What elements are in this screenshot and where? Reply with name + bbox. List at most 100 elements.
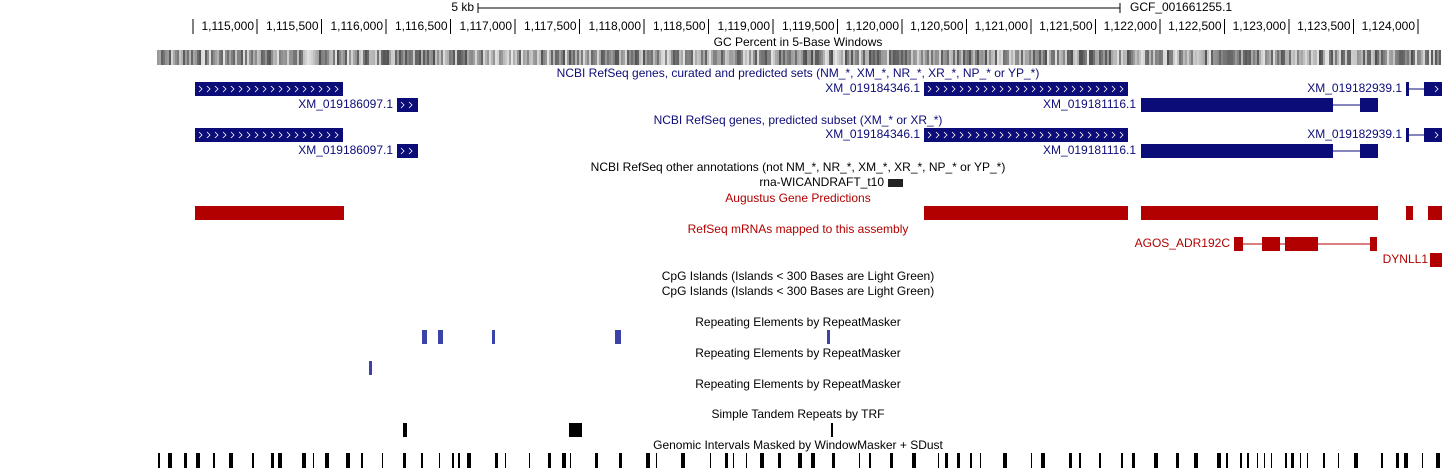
gc-stripe (981, 50, 983, 65)
masked-interval (1079, 453, 1081, 468)
gc-stripe (1299, 50, 1301, 65)
masked-interval (1041, 453, 1045, 468)
gc-stripe (1221, 50, 1223, 65)
gc-stripe (459, 50, 461, 65)
masked-interval (495, 453, 498, 468)
ruler-label: 1,122,000 (1104, 19, 1158, 33)
strand-arrow (1087, 131, 1092, 139)
gc-stripe (1133, 50, 1135, 65)
gc-stripe (183, 50, 185, 65)
masked-interval (1381, 453, 1383, 468)
gc-stripe (169, 50, 171, 65)
gc-stripe (709, 50, 711, 65)
gc-stripe (333, 50, 335, 65)
gc-stripe (1303, 50, 1305, 65)
gc-stripe (1141, 50, 1143, 65)
gc-stripe (507, 50, 509, 65)
gc-stripe (441, 50, 443, 65)
gc-stripe (547, 50, 549, 65)
gc-stripe (267, 50, 269, 65)
gc-stripe (545, 50, 547, 65)
gc-stripe (325, 50, 327, 65)
gc-stripe (431, 50, 433, 65)
gc-stripe (549, 50, 551, 65)
gc-stripe (753, 50, 755, 65)
gc-stripe (1419, 50, 1421, 65)
strand-arrow (1071, 85, 1076, 93)
gc-stripe (465, 50, 467, 65)
gc-stripe (1237, 50, 1239, 65)
gc-stripe (673, 50, 675, 65)
gc-stripe (301, 50, 303, 65)
gc-stripe (287, 50, 289, 65)
masked-interval (1338, 453, 1339, 468)
strand-arrow (1031, 131, 1036, 139)
gc-stripe (1097, 50, 1099, 65)
gc-stripe (855, 50, 857, 65)
gc-stripe (1259, 50, 1261, 65)
gc-stripe (1053, 50, 1055, 65)
gc-stripe (261, 50, 263, 65)
strand-arrow (1055, 131, 1060, 139)
gc-stripe (443, 50, 445, 65)
gc-stripe (1213, 50, 1215, 65)
gc-stripe (1227, 50, 1229, 65)
masked-interval (548, 453, 551, 468)
gc-stripe (863, 50, 865, 65)
masked-interval (213, 453, 215, 468)
gc-stripe (359, 50, 361, 65)
scale-label: 5 kb (451, 0, 474, 14)
gc-stripe (1425, 50, 1427, 65)
gc-stripe (1089, 50, 1091, 65)
gc-stripe (337, 50, 339, 65)
gc-stripe (265, 50, 267, 65)
gc-stripe (349, 50, 351, 65)
gc-stripe (1251, 50, 1253, 65)
gc-stripe (167, 50, 169, 65)
strand-arrow (959, 131, 964, 139)
masked-interval (1226, 453, 1228, 468)
strand-arrow (1087, 85, 1092, 93)
gc-stripe (245, 50, 247, 65)
strand-arrow (1039, 131, 1044, 139)
gc-stripe (805, 50, 807, 65)
gc-stripe (743, 50, 745, 65)
gene-label: XM_019181116.1 (1043, 97, 1136, 111)
gc-stripe (1257, 50, 1259, 65)
gc-stripe (1343, 50, 1345, 65)
gene-block (397, 144, 418, 158)
gc-stripe (759, 50, 761, 65)
gc-stripe (1171, 50, 1173, 65)
masked-interval (529, 453, 530, 468)
gc-stripe (1293, 50, 1295, 65)
gc-stripe (867, 50, 869, 65)
gc-stripe (1143, 50, 1145, 65)
gc-stripe (1211, 50, 1213, 65)
gc-stripe (341, 50, 343, 65)
gc-stripe (461, 50, 463, 65)
gc-stripe (1015, 50, 1017, 65)
gc-stripe (935, 50, 937, 65)
gc-stripe (931, 50, 933, 65)
gc-stripe (563, 50, 565, 65)
masked-interval (1132, 453, 1135, 468)
gc-stripe (219, 50, 221, 65)
gc-stripe (919, 50, 921, 65)
strand-arrow (408, 147, 413, 155)
gc-stripe (601, 50, 603, 65)
gc-stripe (939, 50, 941, 65)
masked-interval (382, 453, 383, 468)
gc-stripe (1361, 50, 1363, 65)
gc-stripe (1313, 50, 1315, 65)
gc-stripe (735, 50, 737, 65)
gc-stripe (251, 50, 253, 65)
gc-stripe (653, 50, 655, 65)
gc-stripe (693, 50, 695, 65)
gc-stripe (1149, 50, 1151, 65)
masked-interval (467, 453, 471, 468)
gc-stripe (1075, 50, 1077, 65)
gc-stripe (477, 50, 479, 65)
gene-block (888, 179, 903, 187)
gc-stripe (329, 50, 331, 65)
gc-stripe (375, 50, 377, 65)
